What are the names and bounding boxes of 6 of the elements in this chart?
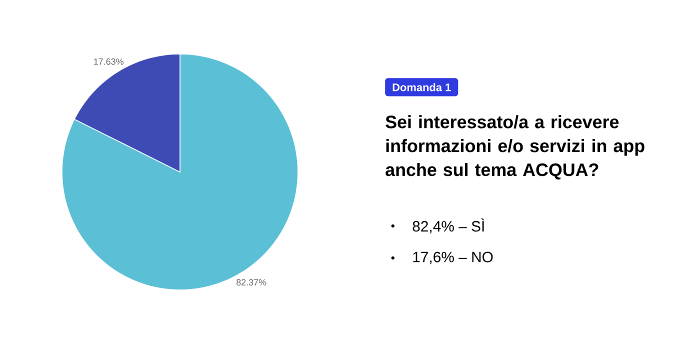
text: Domanda 1 (392, 83, 451, 92)
data-label: 82.37% (236, 279, 266, 286)
text: 82,4% – SÌ (412, 218, 484, 234)
text: 17,6% – NO (413, 252, 493, 264)
text: Sei interessato/a a ricevere informazioni e/o servizi in app anche sul tema ACQUA? (386, 115, 644, 180)
data-label: 17.63% (94, 58, 124, 65)
